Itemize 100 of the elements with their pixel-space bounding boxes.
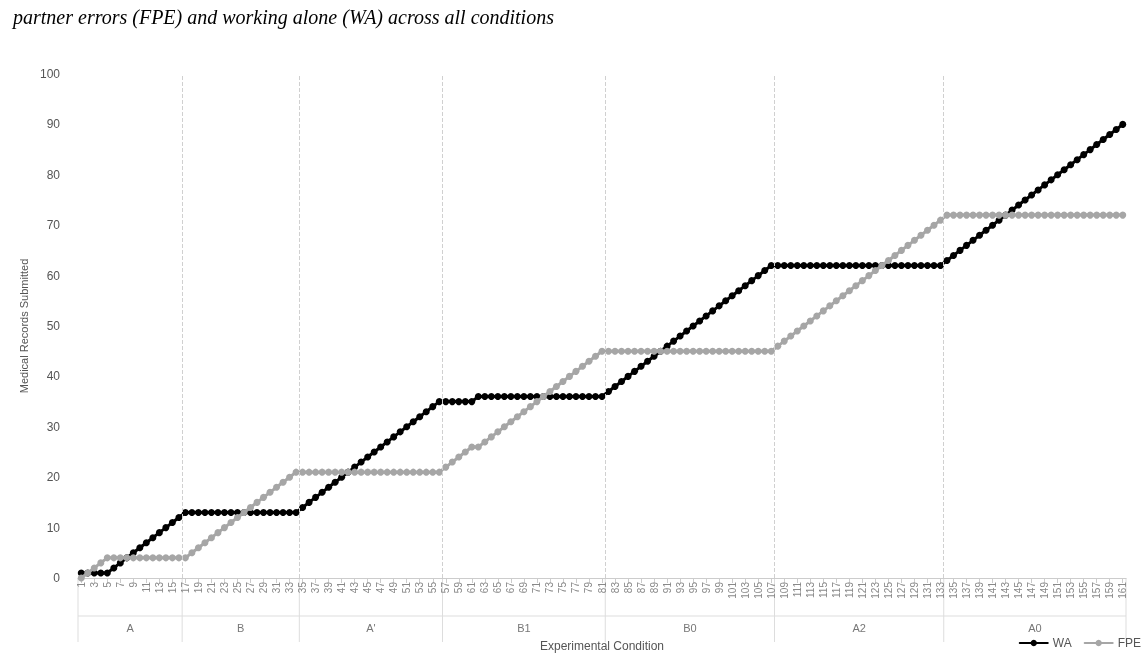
- x-tick-label: 113: [804, 581, 816, 598]
- x-tick-label: 3: [88, 581, 100, 588]
- x-tick-label: 109: [778, 581, 790, 599]
- text: B: [237, 622, 245, 634]
- legend-label: FPE: [1117, 636, 1142, 650]
- x-tick-label: 21: [205, 581, 217, 594]
- x-tick-label: 47: [375, 581, 387, 594]
- x-tick-label: 53: [414, 581, 426, 594]
- text: A: [126, 622, 135, 634]
- x-tick-label: 45: [362, 581, 374, 594]
- x-tick-label: 27: [245, 581, 256, 594]
- x-tick-label: 81: [596, 581, 608, 594]
- x-tick-label: 137: [961, 581, 973, 599]
- x-tick-label: 15: [166, 581, 178, 594]
- x-tick-label: 1: [75, 581, 87, 588]
- x-tick-label: 143: [1000, 581, 1012, 599]
- x-tick-label: 149: [1039, 581, 1051, 599]
- x-tick-label: 157: [1091, 581, 1103, 599]
- x-tick-label: 119: [843, 581, 855, 598]
- y-tick-label: 30: [46, 419, 61, 434]
- x-tick-label: 51: [401, 581, 413, 594]
- x-tick-label: 121: [856, 581, 868, 599]
- x-tick-label: 131: [921, 581, 933, 599]
- x-tick-label: 69: [518, 581, 530, 594]
- x-tick-label: 125: [882, 581, 894, 599]
- x-tick-label: 71: [531, 581, 543, 594]
- x-tick-label: 95: [687, 581, 699, 594]
- x-tick-label: 153: [1065, 581, 1077, 599]
- x-tick-label: 19: [192, 581, 204, 594]
- x-tick-label: 41: [336, 581, 348, 594]
- x-tick-label: 65: [492, 581, 504, 594]
- y-tick-label: 0: [53, 571, 61, 585]
- x-tick-label: 55: [427, 581, 439, 594]
- x-tick-label: 77: [570, 581, 582, 594]
- x-tick-label: 103: [739, 581, 751, 599]
- x-tick-label: 127: [895, 581, 907, 599]
- x-tick-label: 63: [479, 581, 491, 594]
- x-tick-label: 37: [310, 581, 322, 594]
- x-tick-label: 13: [153, 581, 165, 594]
- x-tick-label: 85: [622, 581, 634, 594]
- x-tick-label: 147: [1026, 581, 1038, 599]
- x-tick-label: 83: [609, 581, 621, 594]
- x-tick-label: 11: [140, 581, 152, 593]
- x-tick-label: 59: [453, 581, 465, 594]
- x-tick-label: 31: [271, 581, 283, 594]
- x-tick-label: 39: [323, 581, 335, 594]
- y-tick-label: 40: [46, 369, 61, 384]
- x-tick-label: 5: [101, 581, 113, 588]
- x-tick-label: 43: [349, 581, 361, 594]
- x-tick-label: 91: [661, 581, 673, 594]
- chart-title: partner errors (FPE) and working alone (WA) across all conditions: [11, 6, 555, 29]
- y-tick-label: 80: [46, 167, 61, 182]
- x-tick-label: 105: [752, 581, 764, 599]
- x-tick-label: 129: [908, 581, 920, 599]
- x-tick-label: 99: [713, 581, 725, 594]
- y-tick-label: 10: [46, 520, 61, 535]
- x-tick-label: 101: [726, 581, 738, 599]
- x-tick-label: 145: [1013, 581, 1025, 599]
- x-tick-label: 115: [817, 581, 829, 598]
- x-axis-title: Experimental Condition: [539, 639, 665, 653]
- x-tick-label: 61: [466, 581, 478, 594]
- x-tick-label: 57: [440, 581, 452, 594]
- x-tick-label: 161: [1117, 581, 1129, 599]
- x-tick-label: 25: [231, 581, 243, 594]
- x-tick-label: 151: [1052, 581, 1064, 599]
- legend-label: WA: [1052, 636, 1072, 650]
- x-tick-label: 107: [765, 581, 777, 599]
- x-tick-label: 23: [218, 581, 230, 594]
- x-tick-label: 93: [674, 581, 686, 594]
- x-tick-label: 117: [830, 581, 842, 598]
- text: A': [366, 622, 376, 634]
- x-tick-label: 123: [869, 581, 881, 599]
- x-tick-label: 35: [297, 581, 309, 594]
- y-tick-label: 100: [39, 67, 61, 81]
- x-tick-label: 87: [635, 581, 647, 594]
- x-tick-label: 67: [505, 581, 517, 594]
- x-tick-label: 141: [987, 581, 999, 599]
- y-tick-label: 90: [46, 117, 61, 132]
- x-tick-label: 89: [648, 581, 660, 594]
- x-tick-label: 139: [974, 581, 986, 599]
- x-tick-label: 97: [700, 581, 712, 594]
- text: A2: [852, 622, 866, 634]
- y-tick-label: 50: [46, 319, 61, 333]
- x-tick-label: 159: [1104, 581, 1116, 599]
- text: B0: [683, 622, 697, 634]
- x-tick-label: 73: [544, 581, 556, 594]
- x-tick-label: 79: [583, 581, 595, 594]
- text: A0: [1028, 622, 1042, 634]
- y-tick-label: 60: [46, 268, 61, 283]
- x-tick-label: 135: [948, 581, 959, 599]
- x-tick-label: 155: [1078, 581, 1090, 599]
- text: B1: [517, 622, 531, 634]
- y-tick-label: 70: [46, 218, 61, 233]
- x-tick-label: 133: [934, 581, 946, 599]
- x-tick-label: 49: [388, 581, 400, 594]
- x-tick-label: 7: [114, 581, 126, 588]
- y-axis-title: Medical Records Submitted: [17, 258, 30, 394]
- x-tick-label: 75: [557, 581, 569, 594]
- x-tick-label: 29: [258, 581, 270, 594]
- x-tick-label: 111: [791, 581, 803, 598]
